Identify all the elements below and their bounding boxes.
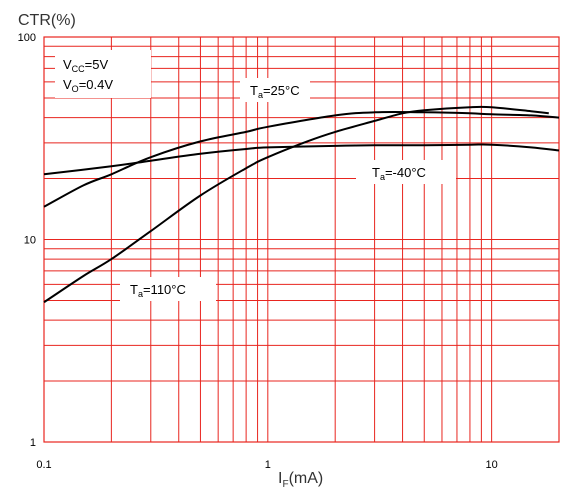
series-line-0 [43,110,560,208]
condition-vcc: VCC=5V [63,57,108,74]
label-bg-minus40c [356,160,456,184]
y-axis-title: CTR(%) [18,12,76,29]
series-label-minus40c: Ta=-40°C [372,165,426,182]
label-bg-25c [240,78,310,102]
condition-vo: VO=0.4V [63,77,113,94]
x-axis-ticks: 0.1 1 10 [36,459,497,471]
series-line-2 [43,105,549,304]
label-bg-110c [120,277,216,301]
x-tick-label: 0.1 [36,459,51,471]
curves [43,105,560,304]
y-tick-label: 1 [30,437,36,449]
y-tick-label: 100 [18,32,36,44]
x-axis-title: IF(mA) [278,470,323,488]
x-tick-label: 1 [265,459,271,471]
series-label-25c: Ta=25°C [250,83,300,100]
series-line-1 [43,143,560,176]
y-tick-label: 10 [24,235,36,247]
conditions-box [55,50,151,98]
y-axis-ticks: 1 10 100 [18,32,36,449]
plot-frame [43,36,560,443]
series-label-110c: Ta=110°C [130,282,186,299]
x-tick-label: 10 [486,459,498,471]
